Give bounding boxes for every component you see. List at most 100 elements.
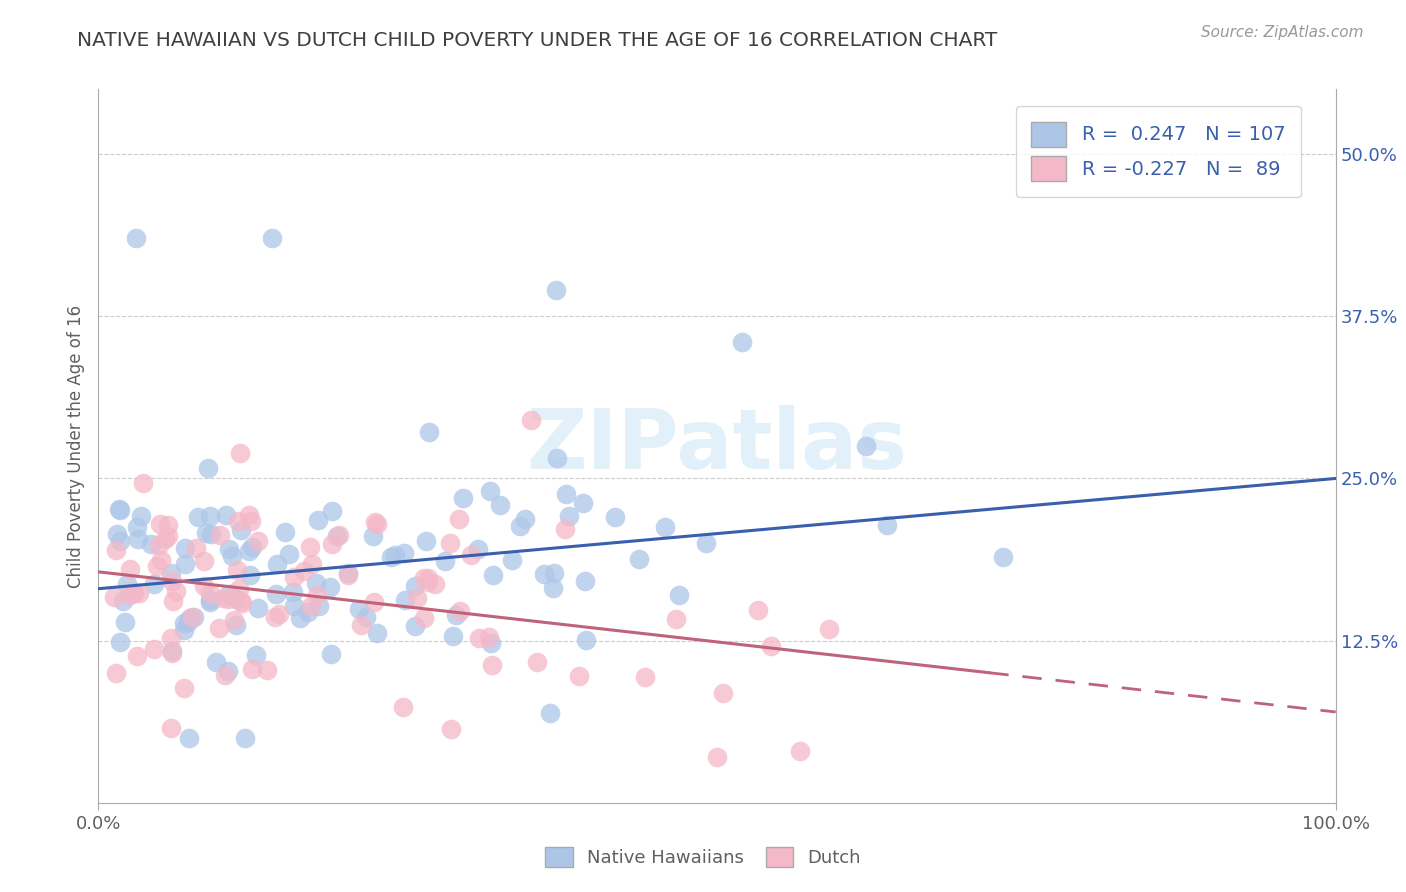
Point	[153, 532, 176, 546]
Point	[183, 609, 205, 624]
Point	[228, 582, 250, 597]
Point	[108, 501, 131, 516]
Point	[221, 549, 243, 564]
Point	[481, 657, 503, 672]
Point	[326, 529, 349, 543]
Point	[747, 602, 769, 616]
Point	[366, 516, 388, 531]
Point	[405, 591, 427, 605]
Point	[554, 487, 576, 501]
Point	[574, 574, 596, 589]
Point	[129, 508, 152, 523]
Point	[413, 571, 436, 585]
Point	[224, 613, 246, 627]
Point	[128, 586, 150, 600]
Point	[104, 665, 127, 680]
Point	[193, 554, 215, 568]
Point	[225, 563, 247, 577]
Point	[423, 576, 446, 591]
Point	[759, 639, 782, 653]
Point	[416, 571, 439, 585]
Point	[124, 231, 146, 245]
Point	[127, 648, 149, 663]
Point	[118, 562, 141, 576]
Point	[299, 599, 322, 614]
Point	[229, 523, 252, 537]
Point	[198, 509, 221, 524]
Point	[603, 510, 626, 524]
Point	[108, 635, 131, 649]
Point	[218, 587, 240, 601]
Point	[111, 593, 134, 607]
Point	[225, 591, 247, 606]
Point	[328, 527, 350, 541]
Point	[115, 577, 138, 591]
Point	[404, 618, 426, 632]
Point	[214, 667, 236, 681]
Point	[489, 498, 512, 512]
Text: ZIPatlas: ZIPatlas	[527, 406, 907, 486]
Point	[160, 566, 183, 581]
Point	[817, 622, 839, 636]
Point	[391, 699, 413, 714]
Point	[633, 670, 655, 684]
Point	[124, 586, 146, 600]
Point	[205, 655, 228, 669]
Point	[501, 552, 523, 566]
Point	[139, 537, 162, 551]
Point	[546, 450, 568, 465]
Point	[157, 518, 180, 533]
Point	[160, 644, 183, 658]
Point	[412, 611, 434, 625]
Point	[217, 592, 239, 607]
Point	[264, 586, 287, 600]
Point	[543, 566, 565, 580]
Point	[319, 647, 342, 661]
Point	[446, 607, 468, 622]
Point	[478, 630, 501, 644]
Point	[855, 439, 877, 453]
Point	[479, 636, 502, 650]
Point	[240, 540, 263, 554]
Point	[208, 621, 231, 635]
Point	[526, 655, 548, 669]
Point	[245, 648, 267, 663]
Point	[160, 721, 183, 735]
Point	[364, 516, 387, 530]
Legend: Native Hawaiians, Dutch: Native Hawaiians, Dutch	[538, 839, 868, 874]
Point	[165, 584, 187, 599]
Point	[247, 600, 270, 615]
Point	[162, 594, 184, 608]
Point	[105, 543, 128, 558]
Point	[509, 518, 531, 533]
Point	[558, 509, 581, 524]
Point	[392, 546, 415, 560]
Point	[668, 588, 690, 602]
Point	[173, 541, 195, 555]
Point	[308, 599, 330, 614]
Point	[533, 566, 555, 581]
Point	[225, 618, 247, 632]
Point	[118, 588, 141, 602]
Point	[350, 617, 373, 632]
Point	[439, 536, 461, 550]
Point	[307, 513, 329, 527]
Point	[200, 593, 222, 607]
Point	[269, 607, 291, 621]
Point	[125, 520, 148, 534]
Point	[108, 503, 131, 517]
Point	[301, 557, 323, 571]
Point	[160, 574, 183, 588]
Point	[132, 475, 155, 490]
Point	[173, 681, 195, 695]
Point	[124, 585, 146, 599]
Point	[418, 425, 440, 439]
Point	[239, 515, 262, 529]
Point	[789, 744, 811, 758]
Point	[209, 528, 232, 542]
Point	[177, 731, 200, 745]
Point	[319, 580, 342, 594]
Point	[706, 750, 728, 764]
Point	[197, 461, 219, 475]
Point	[540, 706, 562, 721]
